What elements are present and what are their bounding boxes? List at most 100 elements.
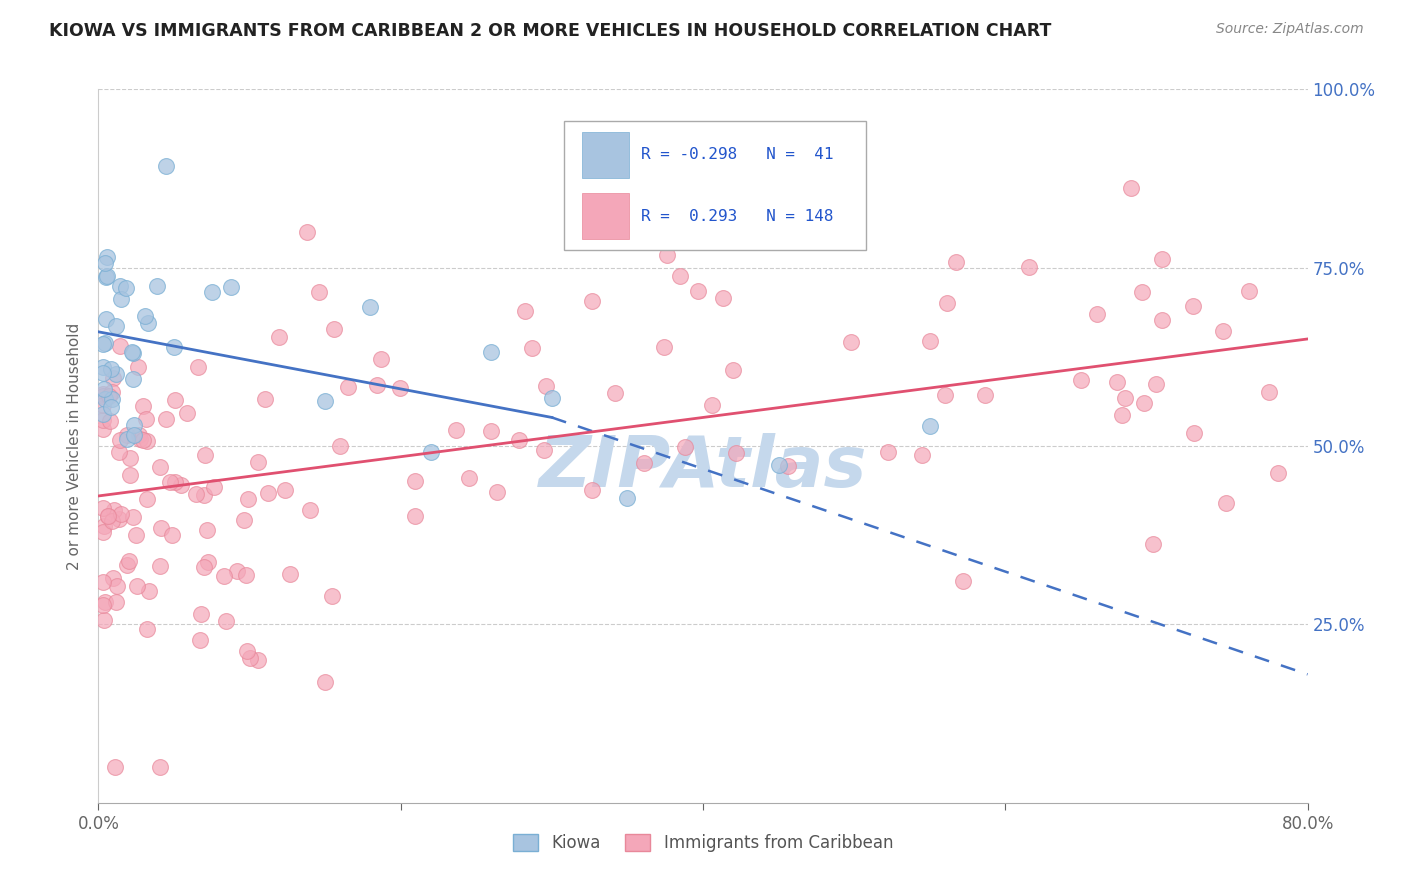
Point xyxy=(176,406,198,420)
Point xyxy=(308,285,330,299)
Point xyxy=(94,336,117,351)
Point xyxy=(121,510,143,524)
Point xyxy=(1258,384,1281,399)
Point xyxy=(93,519,115,533)
Point xyxy=(159,475,181,490)
Point xyxy=(136,622,159,636)
Point xyxy=(132,433,155,447)
Point xyxy=(508,433,530,447)
Point xyxy=(215,614,238,628)
Point xyxy=(184,487,207,501)
Point xyxy=(128,433,150,447)
Point xyxy=(314,675,336,690)
Point xyxy=(323,322,346,336)
Point xyxy=(122,418,145,433)
Point xyxy=(299,503,322,517)
Point xyxy=(1114,392,1136,406)
Point xyxy=(934,388,956,402)
Point xyxy=(1152,252,1174,267)
Point xyxy=(1215,496,1237,510)
Point xyxy=(155,412,177,426)
Point xyxy=(91,501,114,516)
Point xyxy=(96,268,118,283)
Point xyxy=(1237,284,1260,298)
Point xyxy=(321,590,343,604)
Point xyxy=(581,293,603,308)
Point xyxy=(91,598,114,612)
Point xyxy=(1133,395,1156,409)
Point xyxy=(768,458,790,472)
Point xyxy=(97,508,120,523)
Point xyxy=(118,554,141,568)
Point xyxy=(725,445,748,459)
Point xyxy=(104,760,127,774)
Point xyxy=(235,567,257,582)
Point xyxy=(603,385,626,400)
Y-axis label: 2 or more Vehicles in Household: 2 or more Vehicles in Household xyxy=(67,322,83,570)
Point xyxy=(669,269,692,284)
Point xyxy=(458,471,481,485)
Point xyxy=(652,340,675,354)
Point xyxy=(93,524,115,539)
Point xyxy=(163,392,186,407)
Point xyxy=(686,284,709,298)
Point xyxy=(197,555,219,569)
Point xyxy=(194,449,217,463)
Point xyxy=(388,381,411,395)
Point xyxy=(110,292,132,306)
Point xyxy=(479,424,502,438)
Point xyxy=(125,528,148,542)
Text: Source: ZipAtlas.com: Source: ZipAtlas.com xyxy=(1216,22,1364,37)
Point xyxy=(700,398,723,412)
Point xyxy=(91,413,114,427)
Point xyxy=(233,513,256,527)
Point xyxy=(101,371,124,385)
Point xyxy=(134,309,156,323)
Point xyxy=(93,613,115,627)
Point xyxy=(485,485,508,500)
Point xyxy=(839,335,862,350)
Point xyxy=(162,528,184,542)
Point xyxy=(97,509,120,524)
Point xyxy=(100,361,122,376)
Point xyxy=(247,455,270,469)
Point xyxy=(135,491,157,506)
Point xyxy=(108,279,131,293)
Point xyxy=(1142,536,1164,550)
Point xyxy=(120,467,142,482)
Point xyxy=(105,367,128,381)
Point xyxy=(94,392,117,406)
Point xyxy=(91,574,114,589)
Point xyxy=(513,304,536,318)
Point xyxy=(193,560,215,574)
Point xyxy=(135,411,157,425)
Point xyxy=(1111,409,1133,423)
Point xyxy=(149,760,172,774)
Point xyxy=(1018,260,1040,275)
Point xyxy=(91,387,114,401)
Point xyxy=(314,394,336,409)
Point xyxy=(655,248,678,262)
Point xyxy=(190,607,212,622)
Point xyxy=(94,269,117,284)
Point xyxy=(187,359,209,374)
Point xyxy=(876,445,898,459)
Point xyxy=(128,428,150,442)
Point xyxy=(101,514,124,528)
Point xyxy=(122,346,145,360)
Point xyxy=(936,295,959,310)
Point xyxy=(269,329,291,343)
Point xyxy=(149,559,172,574)
Point xyxy=(481,345,503,359)
Point xyxy=(219,279,242,293)
Point xyxy=(974,388,997,402)
FancyBboxPatch shape xyxy=(564,121,866,250)
Point xyxy=(239,650,262,665)
Point xyxy=(93,595,115,609)
Point xyxy=(201,285,224,300)
Point xyxy=(1069,373,1091,387)
Point xyxy=(155,159,177,173)
Point xyxy=(723,363,745,377)
Point xyxy=(127,359,149,374)
Point xyxy=(105,595,128,609)
